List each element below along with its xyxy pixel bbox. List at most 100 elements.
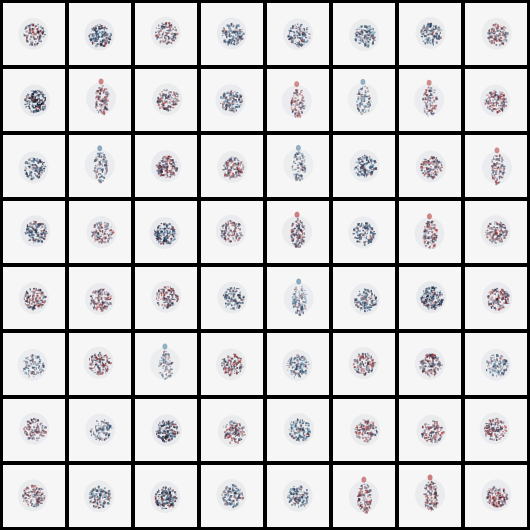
sample-pixel (493, 165, 496, 167)
sample-pixel (235, 223, 237, 225)
sample-pixel (297, 95, 299, 97)
sample-pixel (297, 172, 299, 175)
sample-pixel (431, 107, 434, 109)
sample-pixel (436, 171, 439, 174)
sample-pixel (435, 237, 438, 239)
sample-pixel (38, 159, 40, 162)
sample-pixel (234, 289, 236, 291)
sample-pixel (104, 228, 107, 230)
sample-pixel (167, 110, 169, 112)
sample-pixel (505, 233, 507, 236)
sample-pixel (166, 36, 169, 38)
sample-pixel (225, 302, 227, 305)
sample-pixel (430, 173, 433, 177)
sample-pixel (494, 223, 496, 226)
sample-pixel (227, 174, 230, 177)
sample-pixel (30, 35, 32, 39)
sample-pixel (301, 110, 303, 113)
sample-pixel (156, 233, 159, 236)
sample-pixel (237, 302, 239, 304)
sample-pixel (158, 304, 160, 306)
sample-pixel (499, 95, 501, 98)
sample-pixel (169, 170, 172, 173)
sample-pixel (103, 236, 107, 239)
sample-pixel (106, 292, 108, 294)
sample-pixel (28, 239, 30, 242)
sample-pixel (27, 295, 30, 298)
sample-pixel (161, 97, 164, 100)
sample-pixel (425, 31, 427, 34)
sample-pixel (32, 227, 36, 231)
sample-pixel (424, 35, 426, 37)
sample-pixel (108, 303, 110, 305)
sample-pixel (491, 169, 493, 172)
sample-pixel (174, 95, 176, 98)
sample-pixel (299, 26, 302, 28)
sample-pixel (373, 167, 375, 169)
sample-pixel (489, 96, 492, 98)
sample-pixel (96, 33, 99, 36)
sample-pixel (294, 311, 297, 314)
sample-pixel (235, 157, 237, 160)
sample-pixel (361, 109, 364, 112)
sample-pixel (94, 34, 96, 36)
sample-pixel (439, 168, 442, 171)
sample-pixel (300, 91, 302, 93)
sample-pixel (27, 304, 30, 307)
sample-pixel (97, 294, 99, 297)
sample-pixel (159, 170, 162, 173)
sample-pixel (499, 232, 501, 234)
sample-pixel (492, 23, 495, 26)
sample-pixel (499, 25, 502, 27)
sample-pixel (354, 167, 356, 170)
sample-pixel (222, 103, 225, 105)
sample-pixel (160, 160, 162, 162)
sample-pixel (438, 34, 440, 38)
sample-pixel (437, 35, 440, 38)
sample-pixel (358, 223, 360, 225)
sample-pixel (93, 306, 96, 309)
sample-pixel (501, 156, 503, 159)
sample-pixel (237, 25, 241, 27)
sample-pixel (502, 31, 505, 34)
sample-pixel (222, 106, 224, 109)
sample-pixel (29, 172, 32, 175)
sample-pixel (160, 293, 163, 296)
sample-pixel (494, 23, 497, 25)
sample-pixel (291, 110, 294, 113)
sample-pixel (98, 155, 101, 158)
sample-pixel (363, 243, 366, 246)
sample-pixel (365, 158, 368, 161)
sample-pixel (33, 39, 36, 41)
sample-pixel (158, 164, 161, 167)
sample-pixel (494, 239, 497, 241)
sample-pixel (369, 38, 371, 41)
sample-pixel (34, 223, 37, 225)
sample-pixel (432, 30, 434, 33)
sample-pixel (429, 105, 431, 108)
sample-pixel (231, 172, 234, 175)
sample-pixel (105, 170, 108, 173)
sample-pixel (369, 102, 371, 105)
sample-pixel (423, 158, 425, 160)
sample-pixel (166, 156, 168, 159)
sample-pixel (24, 34, 27, 37)
sample-pixel (300, 307, 303, 310)
sample-pixel (432, 110, 434, 113)
sample-pixel (159, 97, 161, 100)
sample-image (283, 144, 314, 182)
sample-pixel (95, 174, 98, 177)
sample-pixel (38, 222, 40, 225)
sample-pixel (371, 35, 374, 37)
sample-pixel (238, 105, 240, 108)
sample-pixel (497, 107, 500, 109)
sample-pixel (32, 36, 35, 39)
sample-pixel (424, 92, 427, 94)
sample-pixel (39, 174, 42, 176)
sample-pixel (228, 231, 230, 233)
sample-pixel (40, 102, 43, 105)
sample-pixel (28, 26, 30, 29)
sample-pixel (35, 105, 38, 108)
sample-pixel (31, 232, 34, 236)
sample-pixel (106, 99, 109, 102)
